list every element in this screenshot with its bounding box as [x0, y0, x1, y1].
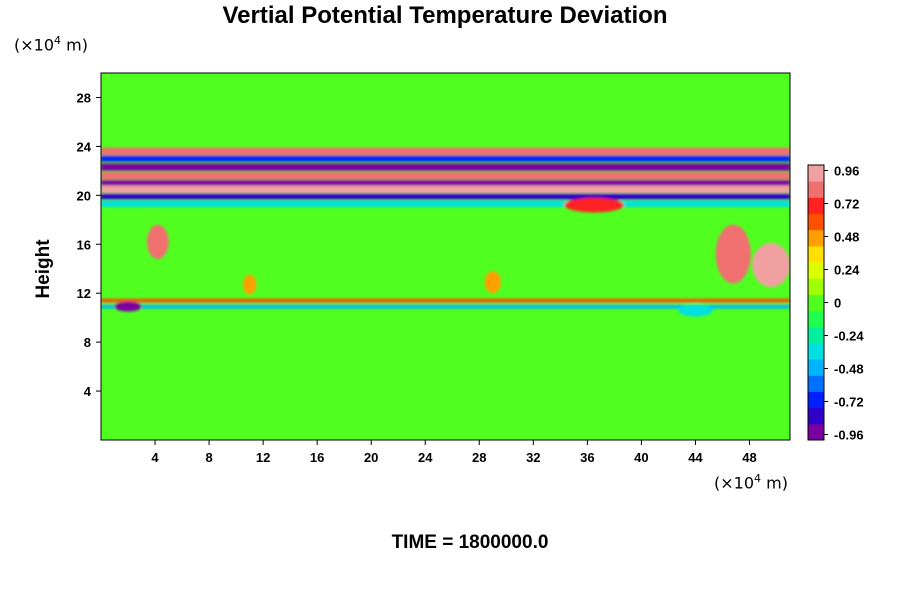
colorbar-swatch	[808, 213, 824, 231]
x-tick-label: 36	[580, 450, 594, 465]
heatmap-blob-17	[677, 304, 713, 317]
colorbar-tick-label: 0.96	[834, 164, 859, 179]
heatmap-band-4	[101, 180, 790, 187]
colorbar-swatch	[808, 326, 824, 344]
x-tick-label: 28	[472, 450, 486, 465]
heatmap-features	[101, 147, 790, 317]
heatmap-band-8	[101, 298, 790, 303]
heatmap-band-6	[101, 193, 790, 200]
heatmap-blob-14	[564, 197, 624, 213]
y-tick-label: 28	[77, 90, 91, 105]
x-tick-label: 44	[688, 450, 703, 465]
heatmap-blob-12	[715, 224, 751, 284]
x-tick-label: 12	[256, 450, 270, 465]
y-tick-label: 12	[77, 286, 91, 301]
colorbar-swatch	[808, 278, 824, 295]
heatmap-blob-15	[242, 274, 257, 295]
colorbar-swatch	[808, 375, 824, 392]
y-tick-label: 4	[84, 384, 92, 399]
heatmap-band-0	[101, 147, 790, 155]
x-tick-label: 24	[418, 450, 433, 465]
y-tick-label: 24	[77, 139, 92, 154]
heatmap-band-5	[101, 185, 790, 193]
colorbar-swatch	[808, 197, 824, 215]
plot-frame	[100, 72, 791, 441]
x-tick-label: 20	[364, 450, 378, 465]
y-tick-label: 16	[77, 237, 91, 252]
colorbar-swatch	[808, 342, 824, 360]
colorbar-swatch	[808, 310, 824, 328]
colorbar-swatch	[808, 245, 824, 263]
colorbar-swatch	[808, 229, 824, 247]
colorbar-tick-label: -0.24	[834, 329, 864, 344]
heatmap-blob-11	[114, 301, 142, 312]
heatmap-band-9	[101, 304, 790, 309]
y-tick-label: 8	[84, 335, 91, 350]
heatmap-band-7	[101, 200, 790, 207]
colorbar-tick-label: 0.72	[834, 197, 859, 212]
heatmap-background	[101, 73, 790, 440]
colorbar-tick-label: -0.48	[834, 362, 864, 377]
colorbar-swatch	[808, 181, 824, 198]
heatmap-blob-16	[484, 271, 501, 294]
colorbar-swatch	[808, 423, 824, 441]
y-axis-unit: (×104 m)	[14, 34, 88, 55]
colorbar-swatch	[808, 407, 824, 425]
colorbar-tick-label: 0.48	[834, 230, 859, 245]
x-tick-label: 32	[526, 450, 540, 465]
colorbar-tick-label: -0.96	[834, 428, 864, 443]
heatmap-band-1	[101, 155, 790, 162]
colorbar-tick-label: -0.72	[834, 395, 864, 410]
heatmap-blob-13	[752, 243, 790, 288]
y-tick-label: 20	[77, 188, 91, 203]
x-tick-label: 48	[742, 450, 756, 465]
x-tick-label: 4	[151, 450, 159, 465]
heatmap-band-3	[101, 172, 790, 180]
colorbar-swatch	[808, 391, 824, 409]
colorbar-swatch	[808, 294, 824, 312]
heatmap-blob-10	[146, 224, 169, 259]
x-tick-label: 16	[310, 450, 324, 465]
colorbar-swatch	[808, 359, 824, 376]
x-axis-unit: (×104 m)	[714, 472, 788, 493]
x-tick-label: 8	[205, 450, 212, 465]
heatmap-band-2	[101, 163, 790, 171]
colorbar-tick-label: 0.24	[834, 263, 860, 278]
x-tick-label: 40	[634, 450, 648, 465]
colorbar-swatch	[808, 165, 824, 182]
colorbar-tick-label: 0	[834, 296, 841, 311]
colorbar-swatch	[808, 262, 824, 279]
time-label: TIME = 1800000.0	[391, 532, 549, 553]
chart-title: Vertial Potential Temperature Deviation	[222, 2, 668, 29]
